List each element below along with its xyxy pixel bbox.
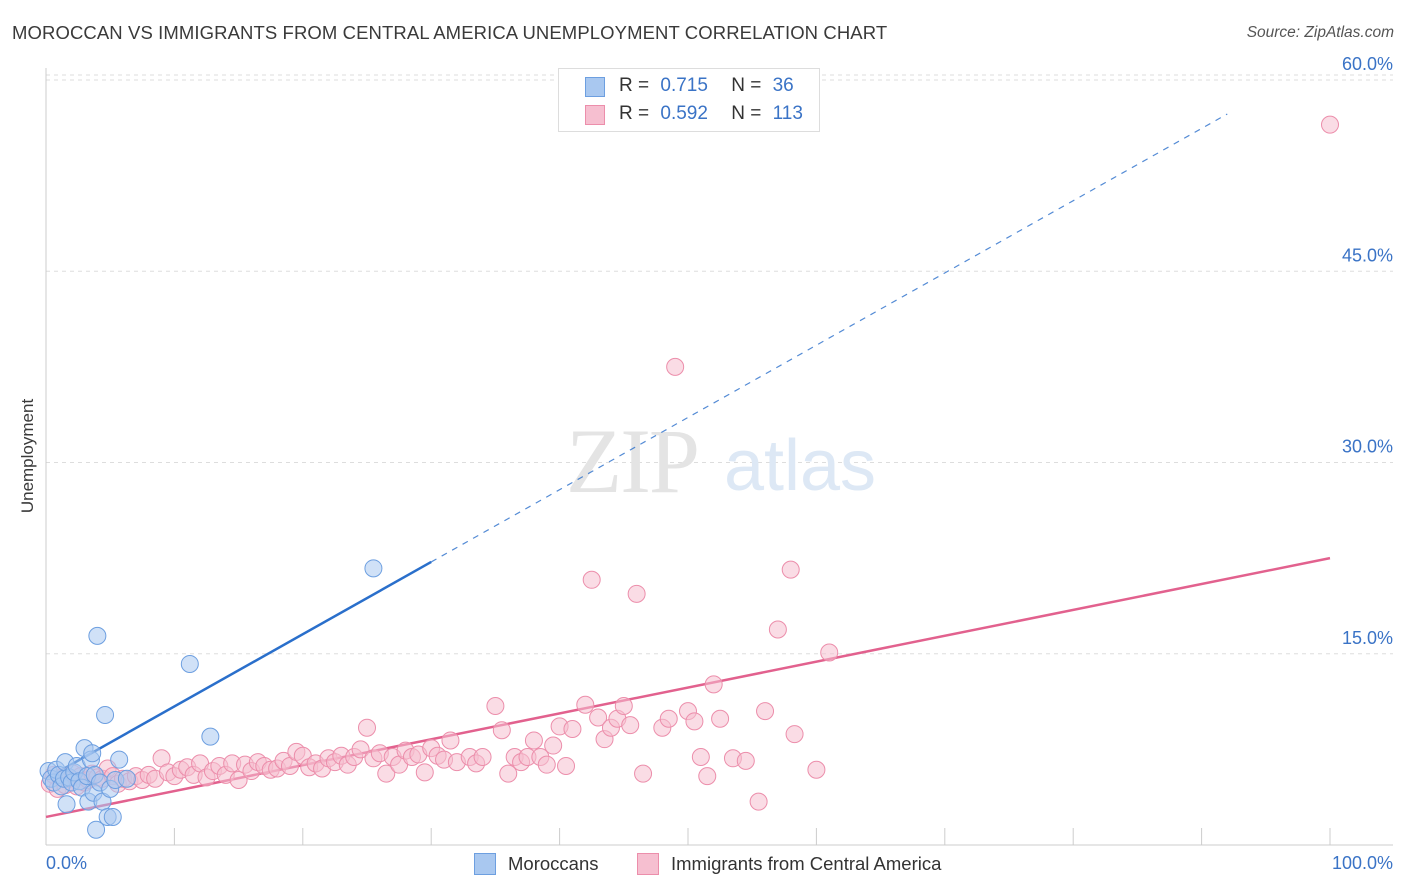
legend-item-moroccans[interactable]: Moroccans <box>474 851 598 877</box>
data-points <box>39 115 1339 839</box>
data-point-moroccans <box>110 750 129 769</box>
data-point-moroccans <box>87 820 106 839</box>
data-point-moroccans <box>57 795 76 814</box>
data-point-central-america <box>634 764 653 783</box>
data-point-central-america <box>1321 115 1339 134</box>
data-point-central-america <box>499 764 518 783</box>
data-point-central-america <box>415 763 434 782</box>
axes <box>45 68 1393 846</box>
x-tick-label-min: 0.0% <box>46 853 87 873</box>
data-point-central-america <box>621 716 640 735</box>
data-point-moroccans <box>88 626 107 645</box>
r-value: 0.592 <box>660 103 708 124</box>
chart-title: MOROCCAN VS IMMIGRANTS FROM CENTRAL AMER… <box>12 22 888 43</box>
legend-swatch-blue <box>474 853 496 875</box>
watermark: ZIP atlas <box>566 410 876 512</box>
data-point-central-america <box>544 736 563 755</box>
n-value: 113 <box>772 103 803 124</box>
r-value: 0.715 <box>660 75 708 96</box>
legend-swatch-pink <box>637 853 659 875</box>
data-point-central-america <box>614 697 633 716</box>
data-point-central-america <box>589 708 608 727</box>
data-point-central-america <box>229 770 248 789</box>
watermark-zip: ZIP <box>566 410 698 512</box>
data-point-central-america <box>807 760 826 779</box>
data-point-central-america <box>711 709 730 728</box>
legend-item-central-america[interactable]: Immigrants from Central America <box>637 851 941 877</box>
data-point-moroccans <box>364 559 383 578</box>
data-point-central-america <box>756 702 775 721</box>
data-point-central-america <box>768 620 787 639</box>
gridlines <box>46 74 1393 655</box>
data-point-moroccans <box>103 807 122 826</box>
data-point-central-america <box>524 731 543 750</box>
data-point-moroccans <box>201 727 220 746</box>
data-point-central-america <box>473 748 492 767</box>
x-tick-label-max: 100.0% <box>1332 853 1393 873</box>
stats-swatch-blue <box>585 77 605 97</box>
r-label: R = <box>619 103 650 124</box>
r-label: R = <box>619 75 650 96</box>
stats-swatch-pink <box>585 105 605 125</box>
data-point-central-america <box>691 748 710 767</box>
data-point-central-america <box>377 764 396 783</box>
data-point-central-america <box>492 721 511 740</box>
data-point-central-america <box>698 767 717 786</box>
data-point-central-america <box>781 560 800 579</box>
data-point-central-america <box>659 709 678 728</box>
data-point-central-america <box>351 740 370 759</box>
data-point-central-america <box>563 719 582 738</box>
stats-box: R = 0.715 N = 36 R = 0.592 N = 113 <box>558 68 820 132</box>
data-point-central-america <box>749 792 768 811</box>
data-point-central-america <box>666 357 685 376</box>
watermark-atlas: atlas <box>724 426 876 506</box>
trend-line-moroccans <box>45 560 432 780</box>
data-point-central-america <box>704 675 723 694</box>
legend-label-central-america: Immigrants from Central America <box>671 853 942 874</box>
data-point-central-america <box>820 643 839 662</box>
y-tick-label: 30.0% <box>1342 437 1393 457</box>
data-point-moroccans <box>180 654 199 673</box>
data-point-central-america <box>557 756 576 775</box>
source-label: Source: ZipAtlas.com <box>1246 24 1394 41</box>
y-tick-label: 45.0% <box>1342 245 1393 265</box>
legend-label-moroccans: Moroccans <box>508 853 599 874</box>
data-point-moroccans <box>96 705 115 724</box>
n-label: N = <box>731 75 762 96</box>
data-point-central-america <box>685 712 704 731</box>
data-point-central-america <box>785 725 804 744</box>
y-tick-label: 15.0% <box>1342 628 1393 648</box>
data-point-moroccans <box>83 744 102 763</box>
data-point-central-america <box>627 584 646 603</box>
data-point-central-america <box>582 570 601 589</box>
trend-line-moroccans-extension <box>430 113 1228 563</box>
data-point-central-america <box>537 755 556 774</box>
data-point-central-america <box>736 751 755 770</box>
y-tick-labels: 15.0% 30.0% 45.0% 60.0% <box>1342 54 1393 648</box>
data-point-central-america <box>358 718 376 737</box>
n-value: 36 <box>772 75 794 96</box>
y-tick-label: 60.0% <box>1342 54 1393 74</box>
data-point-central-america <box>576 695 595 714</box>
n-label: N = <box>731 103 762 124</box>
data-point-central-america <box>486 697 505 716</box>
data-point-moroccans <box>117 769 136 788</box>
x-tick-labels: 0.0% 100.0% <box>46 853 1393 873</box>
data-point-central-america <box>441 731 460 750</box>
